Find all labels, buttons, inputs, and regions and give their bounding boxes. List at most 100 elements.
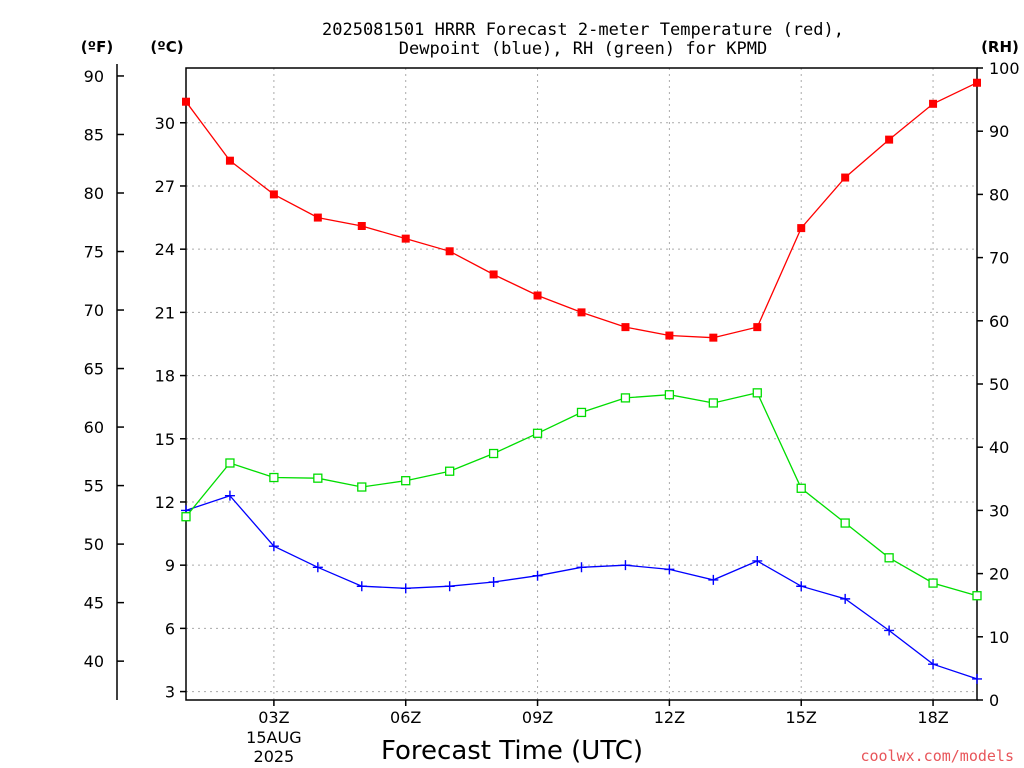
temperature-point — [489, 270, 498, 279]
celsius-unit-label: (ºC) — [150, 38, 183, 56]
dewpoint-point — [576, 562, 587, 573]
dewpoint-point — [356, 581, 367, 592]
temperature-point — [797, 224, 806, 233]
rh-tick-label: 60 — [989, 312, 1009, 331]
series-layer — [181, 78, 982, 684]
temperature-line — [185, 82, 978, 339]
credit-label: coolwx.com/models — [860, 747, 1014, 765]
rh-point — [445, 466, 455, 476]
rh-point — [401, 476, 411, 486]
grid-lines — [186, 68, 977, 700]
celsius-tick-label: 3 — [165, 683, 175, 702]
temperature-point — [753, 323, 762, 332]
rh-tick-label: 80 — [989, 185, 1009, 204]
x-tick-label: 09Z — [522, 708, 553, 727]
dewpoint-point — [752, 555, 763, 566]
fahrenheit-tick-label: 55 — [84, 477, 104, 496]
temperature-point — [621, 323, 630, 332]
dewpoint-point — [268, 541, 279, 552]
temperature-point — [533, 291, 542, 300]
fahrenheit-tick-label: 70 — [84, 301, 104, 320]
rh-tick-label: 10 — [989, 628, 1009, 647]
dewpoint-point — [620, 560, 631, 571]
x-tick-label: 15Z — [786, 708, 817, 727]
rh-point — [928, 578, 938, 588]
rh-unit-label: (RH) — [981, 38, 1019, 56]
fahrenheit-tick-label: 80 — [84, 184, 104, 203]
x-tick-year-label: 2025 — [254, 747, 295, 766]
axes — [116, 63, 983, 706]
dewpoint-point — [840, 593, 851, 604]
celsius-tick-label: 21 — [155, 303, 175, 322]
dewpoint-point — [664, 564, 675, 575]
rh-point — [357, 482, 367, 492]
rh-tick-label: 0 — [989, 691, 999, 710]
fahrenheit-tick-label: 50 — [84, 535, 104, 554]
temperature-point — [973, 78, 981, 87]
dewpoint-point — [444, 581, 455, 592]
chart-subtitle: Dewpoint (blue), RH (green) for KPMD — [399, 39, 767, 59]
rh-point — [972, 591, 982, 601]
dewpoint-point — [884, 625, 895, 636]
rh-point — [225, 458, 235, 468]
rh-tick-label: 100 — [989, 59, 1020, 78]
x-tick-label: 12Z — [654, 708, 685, 727]
celsius-tick-label: 24 — [155, 240, 175, 259]
temperature-point — [929, 99, 938, 108]
rh-point — [884, 553, 894, 563]
rh-point — [620, 393, 631, 403]
dewpoint-point — [796, 581, 807, 592]
celsius-tick-label: 9 — [165, 556, 175, 575]
rh-point — [532, 428, 543, 438]
dewpoint-point — [400, 583, 411, 594]
rh-tick-label: 20 — [989, 565, 1009, 584]
celsius-tick-label: 15 — [155, 430, 175, 449]
rh-tick-label: 30 — [989, 501, 1009, 520]
fahrenheit-tick-label: 75 — [84, 243, 104, 262]
temperature-point — [357, 222, 366, 230]
fahrenheit-tick-label: 45 — [84, 594, 104, 613]
fahrenheit-unit-label: (ºF) — [81, 38, 113, 56]
tick-labels: 40 45 50 55 60 65 70 75 80 85 90 3 6 9 12 15 18 21 24 27 30 0… — [84, 59, 1020, 766]
x-tick-label: 03Z — [258, 708, 289, 727]
temperature-point — [841, 173, 850, 182]
rh-point — [576, 407, 587, 418]
rh-tick-label: 40 — [989, 438, 1009, 457]
rh-point — [796, 483, 806, 493]
celsius-tick-label: 6 — [165, 619, 175, 638]
fahrenheit-tick-label: 85 — [84, 125, 104, 144]
rh-series — [181, 388, 982, 601]
celsius-tick-label: 12 — [155, 493, 175, 512]
x-axis-label: Forecast Time (UTC) — [381, 736, 643, 766]
rh-tick-label: 70 — [989, 249, 1009, 268]
temperature-point — [401, 234, 410, 243]
temperature-point — [445, 247, 454, 256]
temperature-point — [182, 97, 190, 106]
plot-frame — [185, 67, 978, 701]
celsius-tick-label: 27 — [155, 177, 175, 196]
dewpoint-point — [972, 673, 982, 684]
dewpoint-point — [708, 574, 719, 585]
fahrenheit-tick-label: 40 — [84, 652, 104, 671]
temperature-point — [269, 190, 278, 199]
dewpoint-series — [181, 490, 982, 684]
temperature-point — [885, 135, 894, 144]
rh-point — [488, 448, 499, 459]
dewpoint-point — [928, 659, 939, 670]
fahrenheit-tick-label: 65 — [84, 360, 104, 379]
temperature-point — [577, 308, 586, 317]
x-tick-label: 06Z — [390, 708, 421, 727]
x-tick-date-label: 15AUG — [246, 728, 301, 747]
chart-title: 2025081501 HRRR Forecast 2-meter Tempera… — [322, 20, 844, 40]
rh-point — [313, 473, 323, 483]
celsius-tick-label: 18 — [155, 367, 175, 386]
fahrenheit-tick-label: 60 — [84, 418, 104, 437]
rh-point — [664, 390, 675, 400]
celsius-tick-label: 30 — [155, 114, 175, 133]
dewpoint-line — [185, 494, 978, 680]
dewpoint-point — [312, 562, 323, 573]
x-tick-label: 18Z — [917, 708, 948, 727]
temperature-point — [225, 156, 234, 165]
rh-point — [708, 398, 718, 408]
